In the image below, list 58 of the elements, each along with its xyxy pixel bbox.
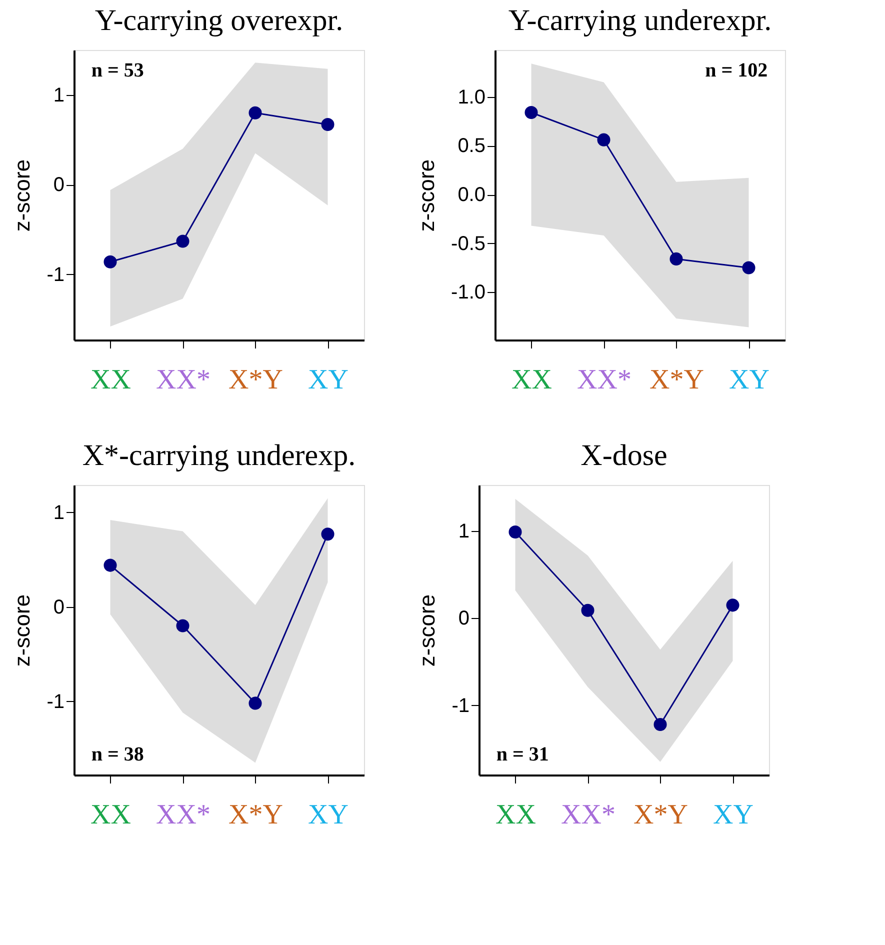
y-tick-label: 0.5 [458, 135, 486, 158]
chart-title: X-dose [580, 439, 668, 472]
chart-title: Y-carrying overexpr. [94, 4, 344, 37]
y-axis-title: z-score [414, 594, 440, 667]
x-tick-label: XX [512, 364, 552, 396]
point [581, 604, 594, 617]
x-tick-label: XY [713, 800, 754, 830]
y-tick-label: 0 [53, 596, 64, 618]
y-axis-title: z-score [10, 594, 35, 667]
y-tick-label: 1 [53, 84, 64, 106]
y-tick-label: -0.5 [451, 232, 486, 255]
x-tick-label: XX [90, 364, 131, 396]
y-tick-label: 0.0 [458, 184, 486, 206]
chart-title: X*-carrying underexp. [82, 439, 356, 472]
y-tick-label: -1 [46, 264, 64, 286]
point [248, 696, 262, 710]
y-tick-label: 1.0 [458, 86, 486, 108]
point [176, 619, 190, 632]
y-axis-title: z-score [414, 159, 440, 232]
y-tick-label: 0 [458, 608, 470, 630]
annotation: n = 102 [705, 59, 768, 82]
point [104, 558, 117, 572]
point [248, 106, 262, 120]
point [670, 252, 683, 266]
point [176, 234, 190, 248]
y-tick-label: -1 [46, 690, 64, 713]
point [321, 118, 334, 132]
y-axis-title: z-score [10, 159, 35, 232]
point [597, 133, 610, 146]
y-tick-label: 1 [53, 502, 64, 524]
point [524, 106, 538, 119]
x-tick-label: XX [90, 800, 131, 830]
point [321, 528, 334, 541]
x-tick-label: XX* [561, 800, 616, 830]
x-tick-label: X*Y [650, 364, 704, 396]
x-tick-label: XX* [156, 364, 210, 396]
annotation: n = 53 [91, 59, 144, 82]
point [508, 526, 522, 539]
point [742, 261, 756, 274]
y-tick-label: -1 [452, 694, 470, 717]
annotation: n = 38 [91, 744, 144, 766]
x-tick-label: XY [308, 800, 348, 830]
x-tick-label: X*Y [228, 364, 283, 396]
x-tick-label: XY [729, 364, 770, 396]
y-tick-label: 0 [53, 174, 64, 196]
y-tick-label: 1 [458, 520, 470, 543]
chart-title: Y-carrying underexpr. [508, 4, 772, 37]
x-tick-label: XY [308, 364, 348, 396]
x-tick-label: XX* [577, 364, 632, 396]
point [726, 598, 740, 612]
x-tick-label: X*Y [228, 800, 283, 830]
point [654, 718, 667, 731]
y-tick-label: -1.0 [451, 282, 486, 304]
x-tick-label: X*Y [634, 800, 688, 830]
x-tick-label: XX [496, 800, 536, 830]
x-tick-label: XX* [156, 800, 210, 830]
annotation: n = 31 [496, 744, 549, 766]
point [104, 255, 117, 268]
